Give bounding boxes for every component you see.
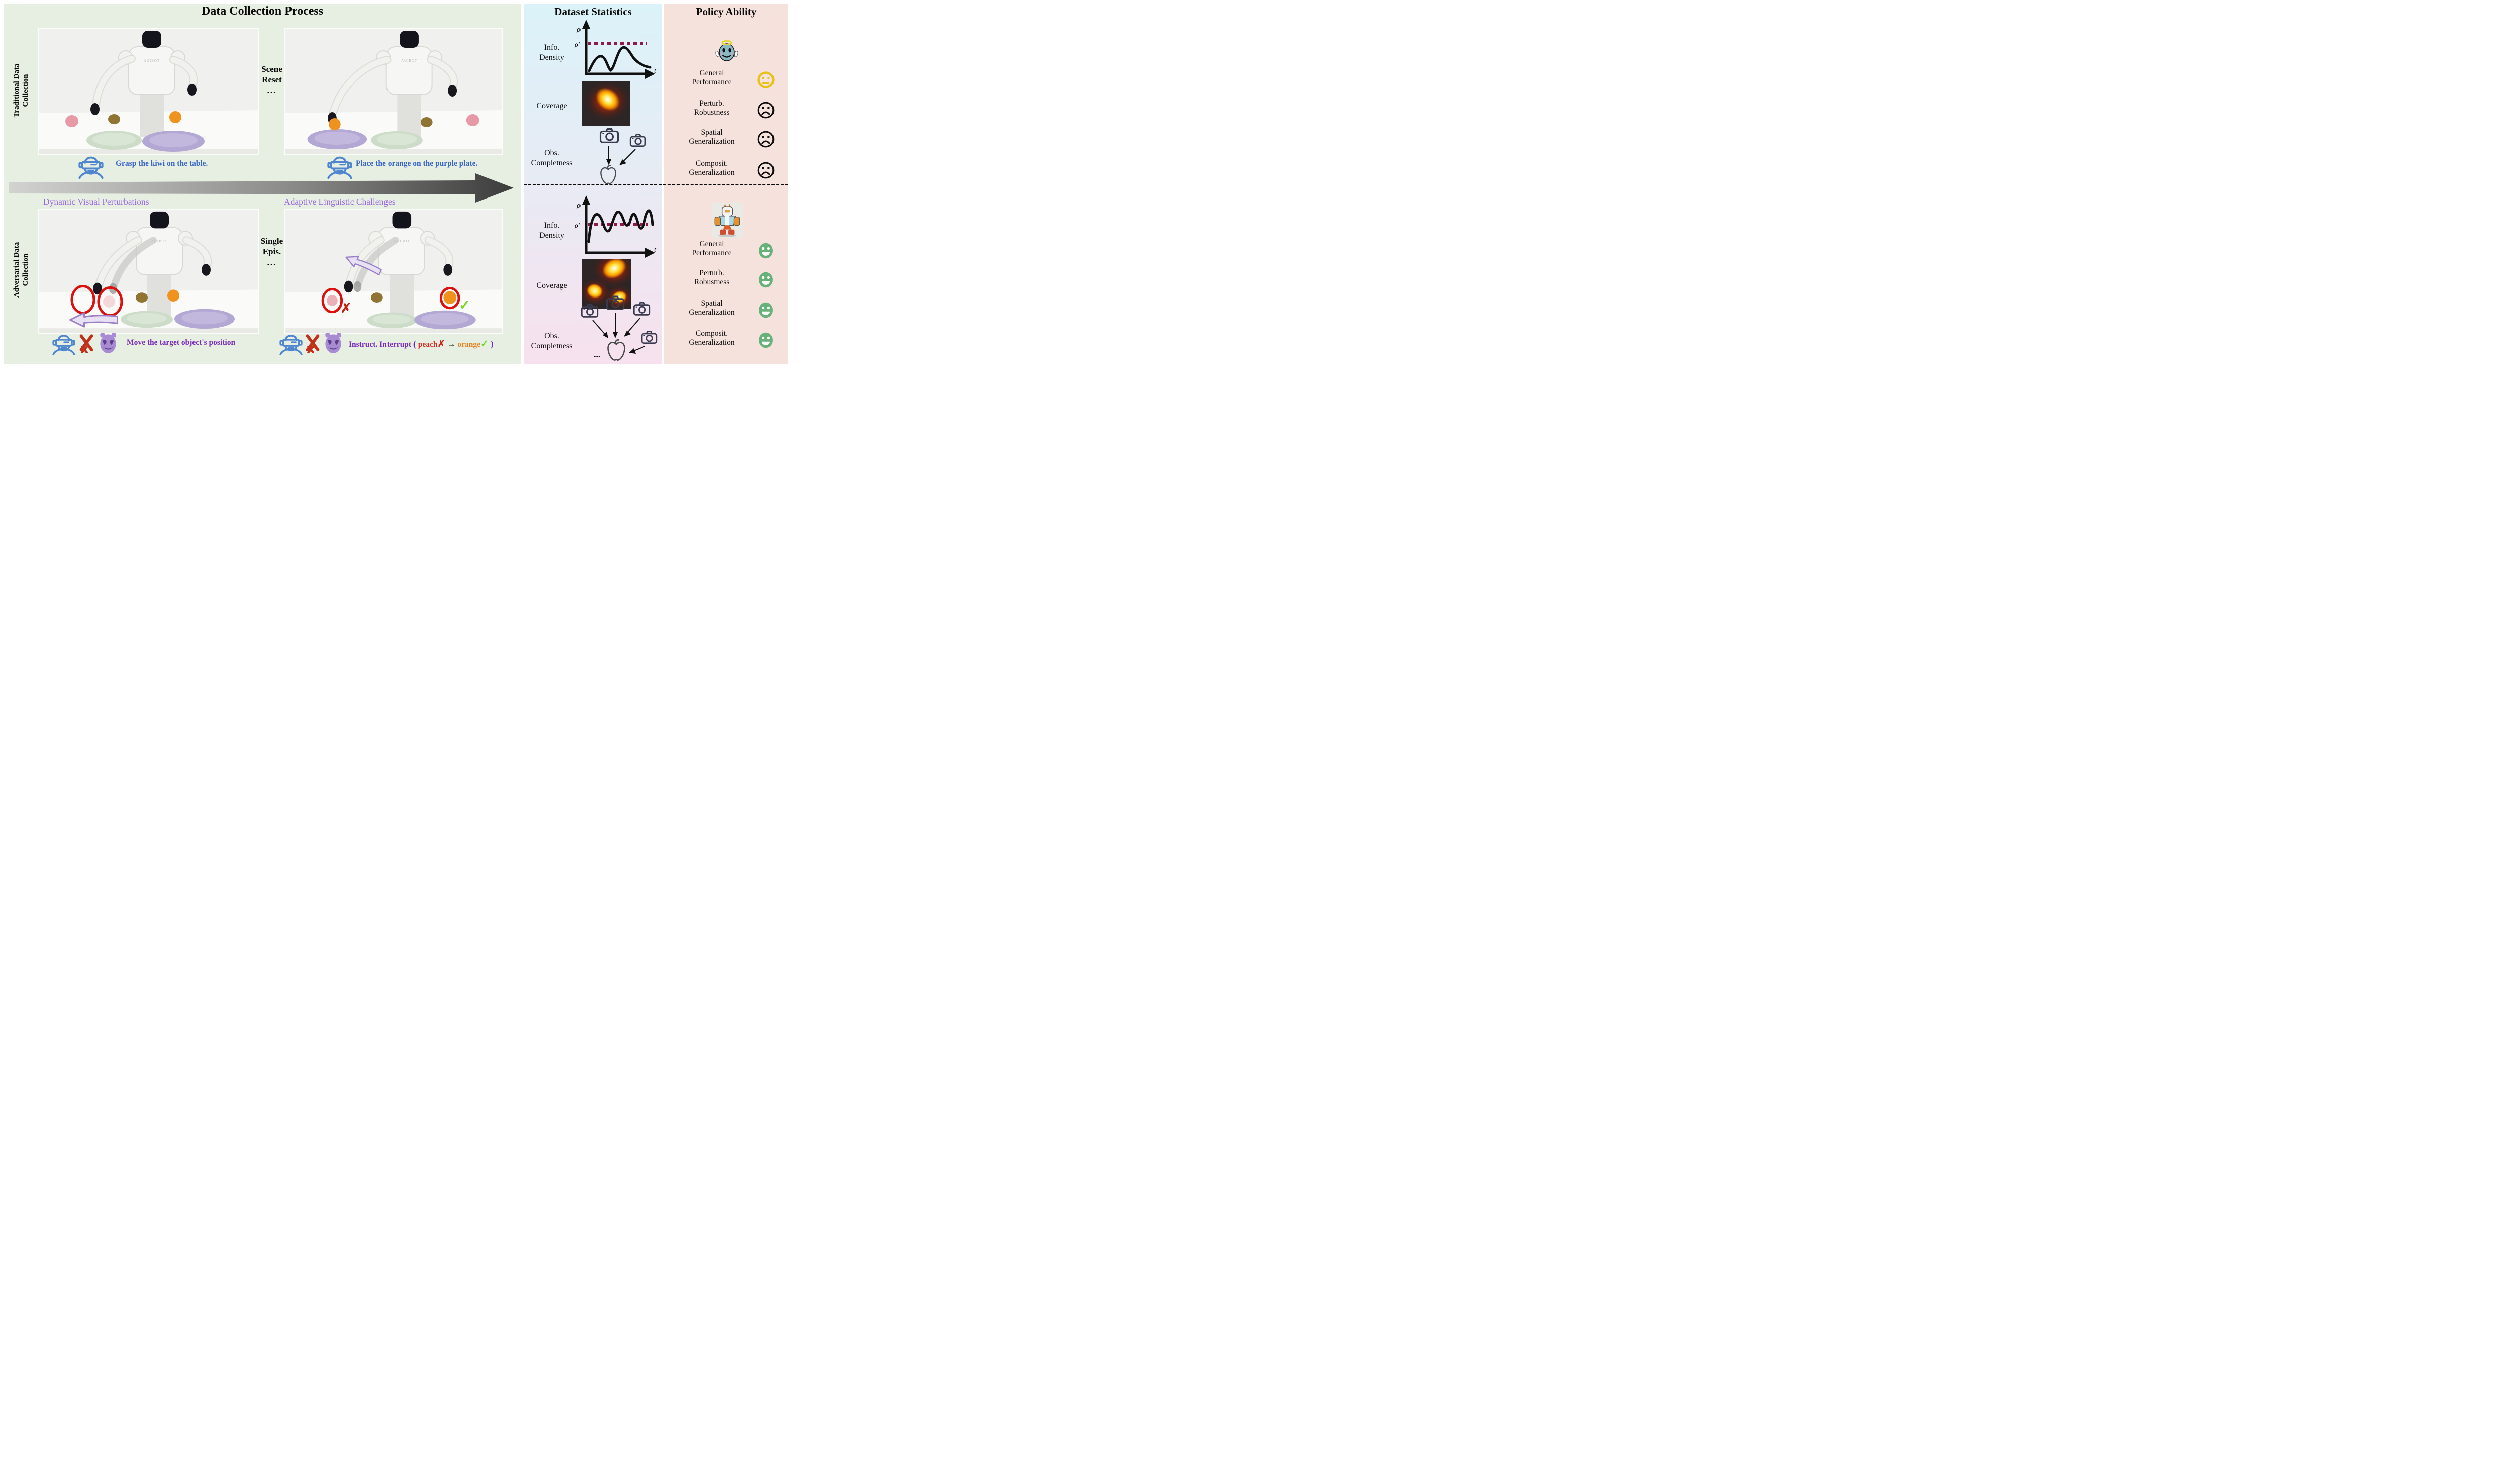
wrong-word: peach <box>418 340 438 349</box>
obs-completeness-adversarial: ... <box>581 295 658 361</box>
stats-bottom-coverage-label: Coverage <box>536 281 567 290</box>
photo-traditional-place: AGIBOT <box>284 28 503 155</box>
y-axis-label: ρ <box>576 202 581 210</box>
close-paren: ) <box>490 339 494 349</box>
stats-bottom-obs-label: Obs. Completness <box>531 332 573 350</box>
stats-top-obs-label: Obs. Completness <box>531 149 573 167</box>
stats-bottom-info-label: Info. Density <box>539 221 564 240</box>
y-axis-label: ρ <box>576 26 581 34</box>
sad-face-icon <box>757 130 775 148</box>
density-curve <box>588 46 652 72</box>
camera-icon <box>606 295 625 311</box>
vr-headset-icon <box>52 331 75 355</box>
photo-traditional-grasp: AGIBOT <box>38 28 259 155</box>
policy-row-label: Spatial Generalization <box>689 128 735 146</box>
between-label-scene-reset: Scene Reset ... <box>261 64 282 95</box>
heading-dynamic-visual: Dynamic Visual Perturbations <box>43 196 149 207</box>
apple-icon <box>607 339 625 361</box>
happy-face-icon <box>757 331 775 349</box>
camera-icon <box>641 331 658 344</box>
robot-brand-label: AGIBOT <box>144 59 160 63</box>
devil-face-icon <box>98 330 119 354</box>
threshold-label: ρ' <box>574 41 581 49</box>
policy-row-label: Composit. Generalization <box>689 159 735 177</box>
caption-place-orange: Place the orange on the purple plate. <box>356 159 478 168</box>
wrong-mark: ✗ <box>437 339 445 349</box>
open-paren: ( <box>413 339 416 349</box>
between-label-single-epis: Single Epis. ... <box>260 236 283 267</box>
red-cross-icon <box>78 334 94 353</box>
density-curve <box>587 209 654 243</box>
red-cross-icon <box>305 334 321 353</box>
vr-headset-icon <box>279 331 303 355</box>
policy-row-label: Perturb. Robustness <box>694 269 730 287</box>
stats-top-info-label: Info. Density <box>539 43 564 62</box>
threshold-label: ρ' <box>574 222 581 230</box>
x-axis-label: t <box>654 246 657 254</box>
photo-adversarial-move: AGIBOT <box>38 209 259 334</box>
red-circle-annotation <box>439 286 460 310</box>
robot-brand-label: AGIBOT <box>151 239 167 243</box>
caption-move-object: Move the target object's position <box>127 338 236 347</box>
policy-row-label: General Performance <box>692 69 732 87</box>
caption-grasp-kiwi: Grasp the kiwi on the table. <box>116 159 208 168</box>
camera-icon <box>581 304 599 318</box>
side-label-adversarial: Adversarial Data Collection <box>13 242 30 298</box>
policy-row-label: Perturb. Robustness <box>694 99 730 117</box>
sad-face-icon <box>757 101 775 119</box>
figure-data-collection: Data Collection Process Traditional Data… <box>0 0 788 369</box>
panel-data-collection-process: Data Collection Process Traditional Data… <box>4 4 521 364</box>
panel-policy-ability: Policy Ability General Performance Pertu… <box>664 4 788 364</box>
stats-title: Dataset Statistics <box>554 6 632 18</box>
policy-row-label: Composit. Generalization <box>689 329 735 347</box>
coverage-heatmap-traditional <box>582 81 630 126</box>
heading-adaptive-linguistic: Adaptive Linguistic Challenges <box>284 196 396 207</box>
apple-icon <box>600 165 616 184</box>
ellipsis: ... <box>594 349 601 359</box>
camera-icon <box>629 134 646 147</box>
info-density-plot-traditional: ρ ρ' t <box>574 20 657 79</box>
camera-icon <box>633 302 651 316</box>
timeline-arrow <box>9 173 514 203</box>
x-axis-label: t <box>654 67 657 75</box>
camera-icon <box>599 128 619 143</box>
stats-top-coverage-label: Coverage <box>536 102 567 110</box>
right-word: orange <box>457 340 480 349</box>
neutral-face-icon <box>757 71 775 89</box>
section-divider-dashed <box>524 184 788 185</box>
sad-face-icon <box>757 161 775 179</box>
robot-avatar <box>712 203 743 238</box>
process-title: Data Collection Process <box>201 5 324 18</box>
robot-brand-label: AGIBOT <box>401 59 417 63</box>
panel-dataset-statistics: Dataset Statistics Info. Density ρ ρ' t … <box>524 4 662 364</box>
caption-lead: Instruct. Interrupt <box>349 340 411 349</box>
policy-title: Policy Ability <box>696 6 757 18</box>
caption-instruct-interrupt: Instruct. Interrupt ( peach✗ → orange✓ ) <box>349 338 520 350</box>
red-circle-annotation <box>321 287 343 314</box>
happy-face-icon <box>757 271 775 289</box>
happy-face-icon <box>757 242 775 260</box>
check-mark: ✓ <box>459 297 470 313</box>
robot-brand-label: AGIBOT <box>394 240 410 243</box>
policy-row-label: General Performance <box>692 240 732 258</box>
photo-adversarial-interrupt: AGIBOT ✗ ✓ <box>284 209 503 334</box>
angel-face-icon <box>715 39 739 64</box>
wrong-mark: ✗ <box>341 301 352 316</box>
info-density-plot-adversarial: ρ ρ' t <box>574 195 657 258</box>
devil-face-icon <box>323 330 344 354</box>
to-arrow: → <box>447 339 456 349</box>
happy-face-icon <box>757 301 775 319</box>
side-label-traditional: Traditional Data Collection <box>13 63 30 118</box>
obs-completeness-traditional <box>599 128 646 184</box>
policy-row-label: Spatial Generalization <box>689 299 735 317</box>
check-mark: ✓ <box>480 339 489 349</box>
